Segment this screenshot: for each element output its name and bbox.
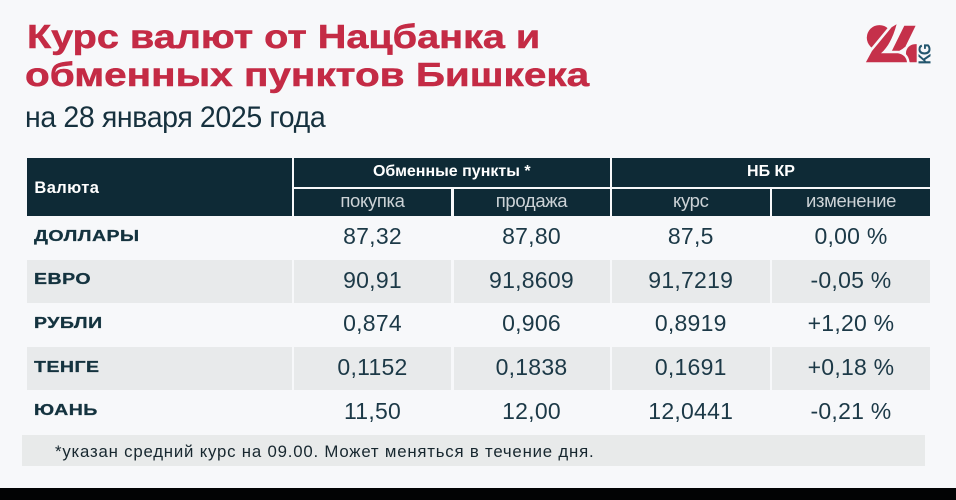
svg-text:KG: KG bbox=[915, 44, 932, 64]
